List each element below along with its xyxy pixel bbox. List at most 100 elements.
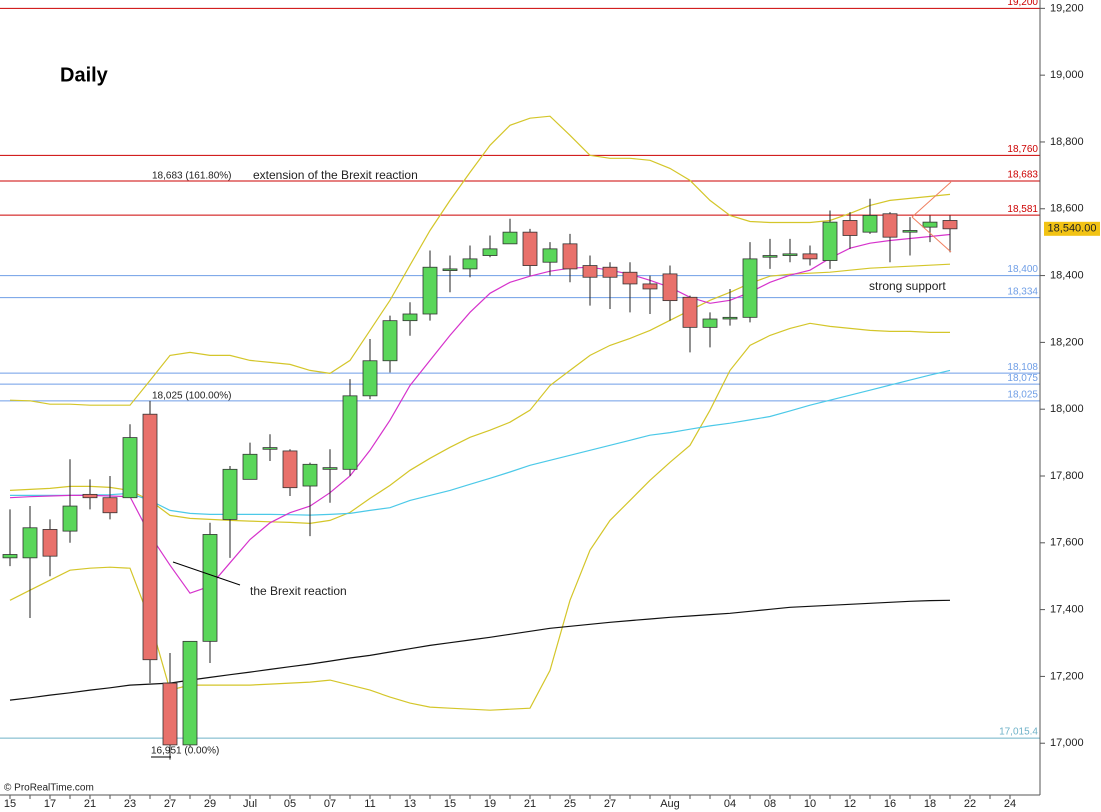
candle-body	[242, 453, 258, 480]
candle-body	[502, 231, 518, 245]
y-tick-label: 19,000	[1050, 69, 1084, 81]
y-tick-label: 17,400	[1050, 604, 1084, 616]
x-tick-label: 24	[1004, 798, 1016, 810]
candle-body	[802, 253, 818, 260]
y-tick-label: 18,800	[1050, 136, 1084, 148]
indicator-line	[9, 322, 950, 711]
candle-body	[162, 682, 178, 746]
candle-body	[302, 463, 318, 487]
annotation: the Brexit reaction	[250, 584, 347, 598]
last-price-label: 18,540.00	[1048, 223, 1097, 235]
candle-body	[602, 266, 618, 278]
level-label: 18,334	[1007, 286, 1038, 297]
candle-body	[182, 640, 198, 746]
candle-body	[762, 255, 778, 258]
candle-body	[622, 271, 638, 285]
wedge-line	[911, 181, 952, 218]
indicator-line	[9, 233, 951, 594]
x-tick-label: 29	[204, 798, 216, 810]
level-label: 18,400	[1007, 264, 1038, 275]
x-tick-label: 16	[884, 798, 896, 810]
level-label: 19,200	[1007, 0, 1038, 8]
x-tick-label: 27	[604, 798, 616, 810]
x-tick-label: 21	[84, 798, 96, 810]
credit: © ProRealTime.com	[4, 783, 94, 794]
x-tick-label: 07	[324, 798, 336, 810]
candle-body	[222, 468, 238, 520]
x-tick-label: 25	[564, 798, 576, 810]
level-label: 18,683	[1007, 170, 1038, 181]
y-tick-label: 18,000	[1050, 403, 1084, 415]
level-label: 18,025	[1007, 389, 1038, 400]
y-tick-label: 17,800	[1050, 470, 1084, 482]
candle-body	[342, 395, 358, 470]
candle-body	[942, 220, 958, 230]
candle-body	[862, 215, 878, 233]
last-price-tag	[1044, 221, 1100, 236]
x-tick-label: Aug	[660, 798, 680, 810]
candle-body	[462, 258, 478, 270]
x-tick-label: 08	[764, 798, 776, 810]
x-tick-label: 23	[124, 798, 136, 810]
level-label: 17,015.4	[999, 727, 1038, 738]
candle-body	[122, 437, 138, 499]
x-tick-label: 15	[4, 798, 16, 810]
candle-body	[422, 266, 438, 315]
candle-body	[362, 360, 378, 397]
indicator-line	[9, 115, 951, 406]
candle-body	[542, 248, 558, 263]
x-tick-label: 17	[44, 798, 56, 810]
candle-body	[142, 413, 158, 661]
candle-body	[782, 253, 798, 256]
candle-body	[82, 493, 98, 499]
candle-body	[2, 554, 18, 559]
level-label: 18,075	[1007, 373, 1038, 384]
candle-body	[42, 529, 58, 557]
x-tick-label: 21	[524, 798, 536, 810]
chart-title: Daily	[60, 64, 109, 86]
x-tick-label: 11	[364, 798, 375, 810]
candle-body	[922, 221, 938, 228]
candle-body	[702, 318, 718, 328]
candle-body	[22, 527, 38, 559]
candle-body	[722, 316, 738, 320]
candle-body	[742, 258, 758, 318]
candle-body	[562, 243, 578, 270]
candle-body	[842, 220, 858, 236]
pointer-line	[172, 561, 241, 586]
x-tick-label: 22	[964, 798, 976, 810]
y-tick-label: 17,200	[1050, 670, 1084, 682]
y-tick-label: 18,400	[1050, 269, 1084, 281]
candle-body	[402, 313, 418, 322]
wedge-line	[911, 216, 952, 253]
candle-body	[642, 283, 658, 290]
x-tick-label: 18	[924, 798, 936, 810]
candle-body	[102, 497, 118, 514]
annotation: 18,683 (161.80%)	[152, 171, 232, 182]
x-tick-label: 05	[284, 798, 296, 810]
candle-body	[682, 296, 698, 328]
candle-body	[62, 505, 78, 532]
candle-body	[902, 230, 918, 233]
candle-body	[822, 221, 838, 261]
y-tick-label: 18,600	[1050, 203, 1084, 215]
plot-area	[0, 7, 1040, 760]
candle-body	[582, 265, 598, 278]
x-tick-label: Jul	[243, 798, 257, 810]
x-tick-label: 27	[164, 798, 176, 810]
annotation: 16,951 (0.00%)	[151, 746, 219, 757]
candle-body	[482, 248, 498, 256]
y-tick-label: 19,200	[1050, 2, 1084, 14]
candle-body	[202, 534, 218, 642]
annotation: 18,025 (100.00%)	[152, 391, 232, 402]
x-tick-label: 12	[844, 798, 856, 810]
candle-body	[322, 467, 338, 470]
x-tick-label: 19	[484, 798, 496, 810]
level-label: 18,760	[1007, 144, 1038, 155]
candle-body	[282, 450, 298, 489]
annotation: extension of the Brexit reaction	[253, 168, 418, 182]
candle-body	[882, 213, 898, 238]
annotation: strong support	[869, 279, 946, 293]
y-tick-label: 17,000	[1050, 737, 1084, 749]
y-tick-label: 17,600	[1050, 537, 1084, 549]
